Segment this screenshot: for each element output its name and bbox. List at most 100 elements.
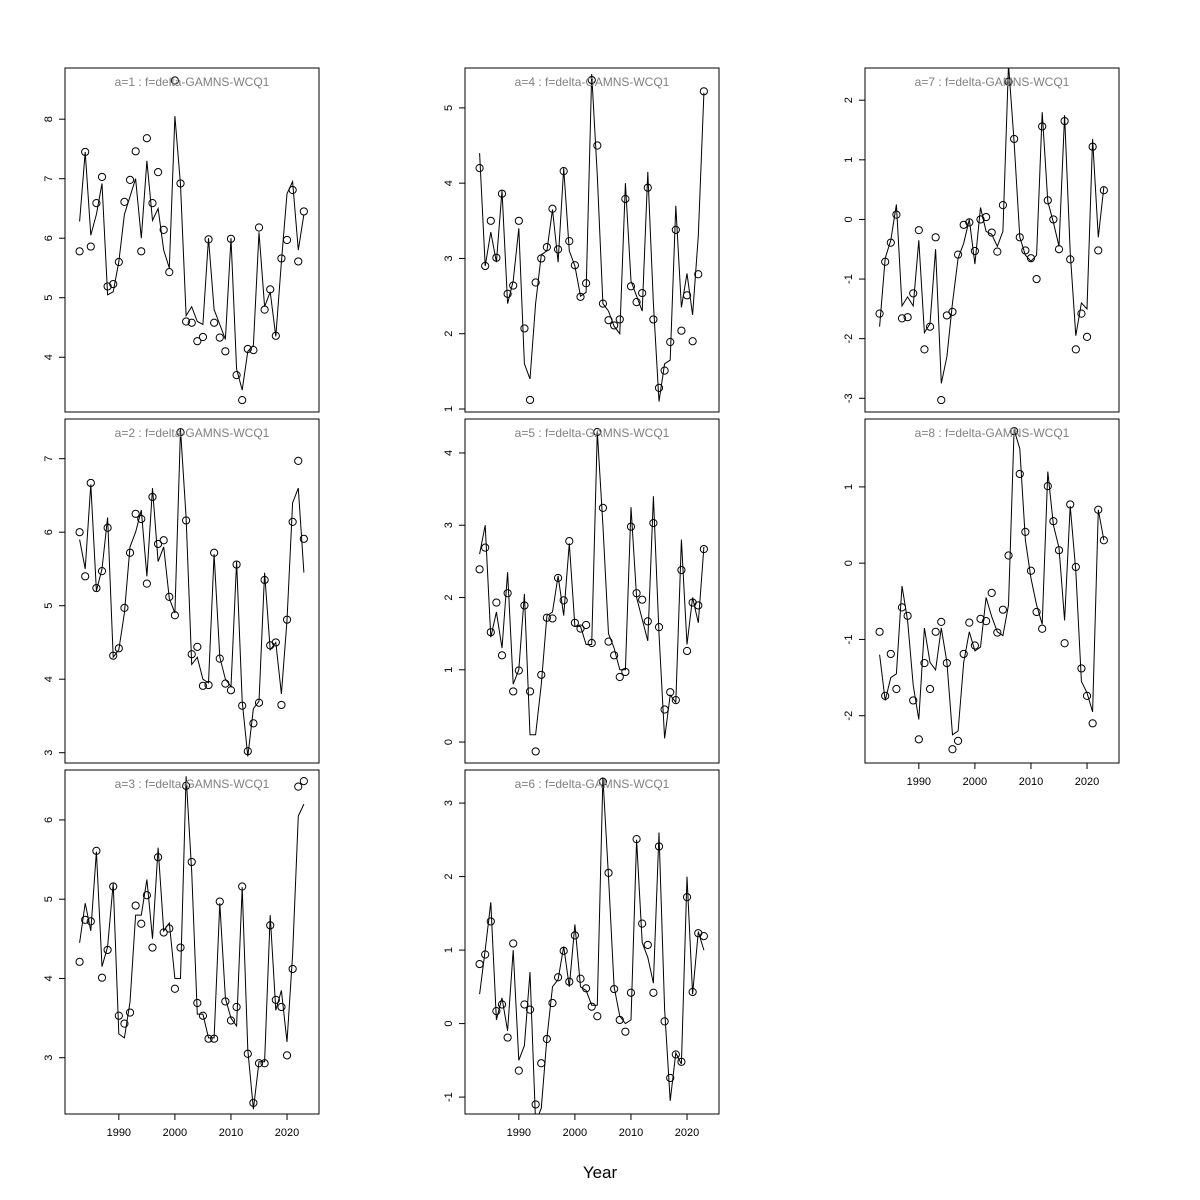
observed-point <box>176 179 185 188</box>
observed-point <box>948 745 957 754</box>
x-tick-label: 2020 <box>1075 776 1099 788</box>
panel-title: a=3 : f=delta-GAMNS-WCQ1 <box>115 777 270 791</box>
observed-point <box>266 285 275 294</box>
observed-point <box>1032 607 1041 617</box>
observed-point <box>1088 719 1097 728</box>
observed-point <box>509 281 518 290</box>
observed-point <box>1094 505 1103 514</box>
observed-point <box>587 1002 596 1011</box>
y-tick-label: 0 <box>843 560 855 566</box>
observed-point <box>626 282 636 291</box>
panel-3: 3 4 5 6 1990 2000 2010 2020 a=3 : f=delta-GAMNS-… <box>43 769 320 1139</box>
x-tick-label: 2010 <box>1019 776 1043 788</box>
observed-point <box>688 337 697 346</box>
observed-point <box>182 781 191 790</box>
observed-point <box>260 575 269 585</box>
observed-point <box>221 679 230 688</box>
x-tick-label: 1990 <box>507 1127 531 1139</box>
plot-frame <box>64 418 320 764</box>
fitted-line <box>479 431 705 739</box>
observed-point <box>198 332 208 342</box>
observed-point <box>125 548 135 557</box>
observed-point <box>886 649 895 659</box>
observed-point <box>1071 345 1080 354</box>
observed-point <box>914 735 923 744</box>
y-tick-label: 1 <box>443 947 455 953</box>
y-tick-label: 1 <box>443 406 455 412</box>
observed-point <box>170 611 179 620</box>
observed-point <box>537 1059 546 1068</box>
observed-point <box>232 371 241 380</box>
observed-point <box>288 964 297 974</box>
observed-point <box>1049 517 1058 526</box>
observed-point <box>948 307 957 316</box>
observed-point <box>903 313 912 322</box>
x-tick-label: 1990 <box>107 1127 131 1139</box>
observed-point <box>492 598 501 607</box>
observed-point <box>294 257 303 266</box>
observed-point <box>109 651 118 660</box>
observed-point <box>1066 500 1075 509</box>
observed-point <box>925 684 935 694</box>
observed-point <box>475 565 484 574</box>
observed-point <box>153 168 163 177</box>
observed-point <box>959 220 968 229</box>
observed-point <box>959 649 968 659</box>
observed-point <box>215 897 224 906</box>
observed-point <box>604 637 613 646</box>
observed-point <box>254 698 264 707</box>
observed-point <box>553 245 563 254</box>
observed-point <box>1010 134 1019 144</box>
observed-point <box>1004 551 1013 560</box>
observed-point <box>598 299 608 308</box>
observed-point <box>559 596 568 605</box>
observed-point <box>114 644 123 653</box>
observed-point <box>114 1011 123 1020</box>
observed-point <box>120 197 129 207</box>
observed-point <box>993 628 1002 637</box>
observed-point <box>666 1073 675 1083</box>
y-tick-label: 4 <box>443 450 455 456</box>
plot-frame <box>464 67 720 413</box>
observed-point <box>604 868 613 878</box>
panel-title: a=7 : f=delta-GAMNS-WCQ1 <box>915 75 1070 89</box>
observed-point <box>570 618 579 627</box>
panel-title: a=4 : f=delta-GAMNS-WCQ1 <box>515 75 670 89</box>
observed-point <box>475 164 484 173</box>
y-tick-label: 2 <box>843 97 855 103</box>
observed-point <box>153 853 163 862</box>
observed-point <box>187 650 196 659</box>
observed-point <box>182 516 191 525</box>
observed-point <box>1077 309 1086 318</box>
y-tick-label: 3 <box>43 750 55 756</box>
observed-point <box>576 292 585 301</box>
observed-point <box>671 1050 680 1059</box>
y-tick-label: -1 <box>843 274 855 284</box>
y-tick-label: 7 <box>43 176 55 182</box>
observed-point <box>638 288 647 298</box>
observed-point <box>215 654 224 663</box>
observed-point <box>582 279 591 288</box>
observed-point <box>542 613 551 622</box>
observed-point <box>654 842 664 851</box>
observed-point <box>649 315 658 324</box>
observed-point <box>688 987 697 997</box>
observed-point <box>525 395 535 405</box>
observed-point <box>497 1000 507 1009</box>
observed-point <box>576 974 585 983</box>
plot-frame <box>464 418 720 764</box>
plot-frame <box>64 769 320 1115</box>
plot-area <box>475 427 708 756</box>
observed-point <box>486 917 495 926</box>
observed-point <box>1021 527 1030 536</box>
x-tick-label: 2000 <box>563 1127 587 1139</box>
observed-point <box>187 857 196 867</box>
observed-point <box>120 603 129 613</box>
observed-point <box>903 611 912 620</box>
observed-point <box>677 1057 686 1066</box>
fitted-line <box>479 73 705 402</box>
observed-point <box>142 134 151 143</box>
observed-point <box>1082 332 1092 341</box>
observed-point <box>937 395 946 405</box>
observed-point <box>537 670 546 679</box>
